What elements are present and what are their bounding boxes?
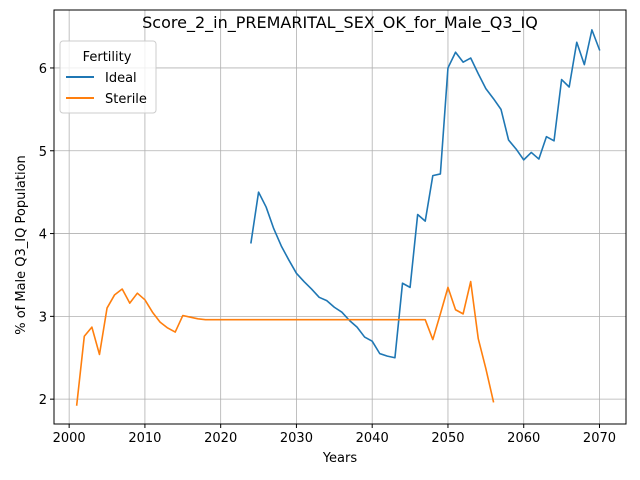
x-tick-label: 2070 xyxy=(583,431,616,446)
legend-title: Fertility xyxy=(83,50,132,65)
x-tick-label: 2020 xyxy=(204,431,237,446)
x-tick-label: 2030 xyxy=(280,431,313,446)
y-axis: 2 3 4 5 6 xyxy=(39,62,54,408)
x-axis: 2000 2010 2020 2030 2040 2050 2060 2070 xyxy=(53,424,616,446)
legend-label-sterile: Sterile xyxy=(105,92,147,107)
y-tick-label: 3 xyxy=(39,310,47,325)
y-tick-label: 5 xyxy=(39,145,47,160)
legend: Fertility Ideal Sterile xyxy=(59,40,157,114)
x-tick-label: 2000 xyxy=(53,431,86,446)
plot-series xyxy=(75,29,601,406)
plot-frame xyxy=(53,9,627,425)
x-tick-label: 2060 xyxy=(507,431,540,446)
y-tick-label: 2 xyxy=(39,393,47,408)
y-axis-title: % of Male Q3_IQ Population xyxy=(14,155,29,335)
legend-box xyxy=(59,40,157,114)
x-tick-label: 2010 xyxy=(128,431,161,446)
x-tick-label: 2050 xyxy=(431,431,464,446)
y-tick-label: 6 xyxy=(39,62,47,77)
y-tick-label: 4 xyxy=(39,228,47,243)
x-axis-title: Years xyxy=(322,451,358,466)
x-tick-label: 2040 xyxy=(356,431,389,446)
series-line-sterile xyxy=(75,280,495,406)
series-line-ideal xyxy=(250,29,601,359)
legend-label-ideal: Ideal xyxy=(105,71,137,86)
chart-title: Score_2_in_PREMARITAL_SEX_OK_for_Male_Q3… xyxy=(142,13,538,33)
